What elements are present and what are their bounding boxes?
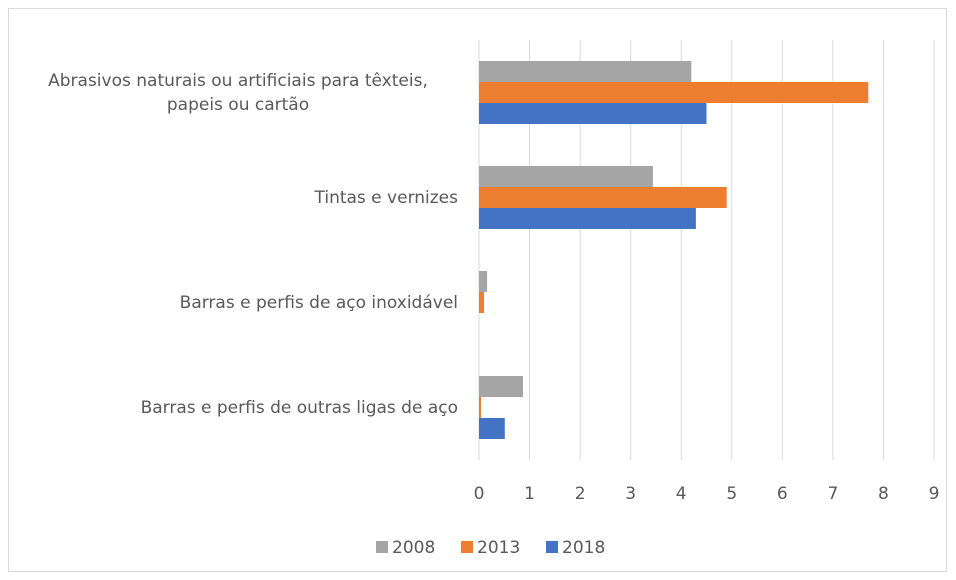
x-tick-label: 8 [878,484,889,504]
bar [479,418,505,439]
bar [479,82,869,103]
legend-label: 2008 [392,538,435,558]
bar [479,103,707,124]
bar [479,292,485,313]
category-label-text: Abrasivos naturais ou artificiais para t… [48,70,428,115]
bar [479,271,488,292]
x-tick-label: 6 [777,484,788,504]
x-tick-label: 1 [524,484,535,504]
bar [479,61,692,82]
legend-swatch [546,541,558,553]
x-tick-label: 7 [827,484,838,504]
category-label-text: Tintas e vernizes [314,187,458,208]
category-label: Abrasivos naturais ou artificiais para t… [18,69,458,117]
x-tick-label: 4 [676,484,687,504]
category-label: Barras e perfis de outras ligas de aço [18,396,458,420]
x-tick-label: 9 [929,484,940,504]
bar [479,376,523,397]
bar [479,397,482,418]
x-tick-label: 3 [625,484,636,504]
legend-swatch [376,541,388,553]
bar [479,208,696,229]
legend-swatch [461,541,473,553]
category-label-text: Barras e perfis de aço inoxidável [179,292,458,313]
bar [479,187,727,208]
legend-label: 2018 [562,538,605,558]
category-label: Barras e perfis de aço inoxidável [18,291,458,315]
category-label-text: Barras e perfis de outras ligas de aço [140,397,458,418]
bar [479,166,653,187]
x-tick-label: 2 [575,484,586,504]
x-tick-label: 5 [726,484,737,504]
x-tick-label: 0 [474,484,485,504]
category-label: Tintas e vernizes [18,186,458,210]
legend-label: 2013 [477,538,520,558]
